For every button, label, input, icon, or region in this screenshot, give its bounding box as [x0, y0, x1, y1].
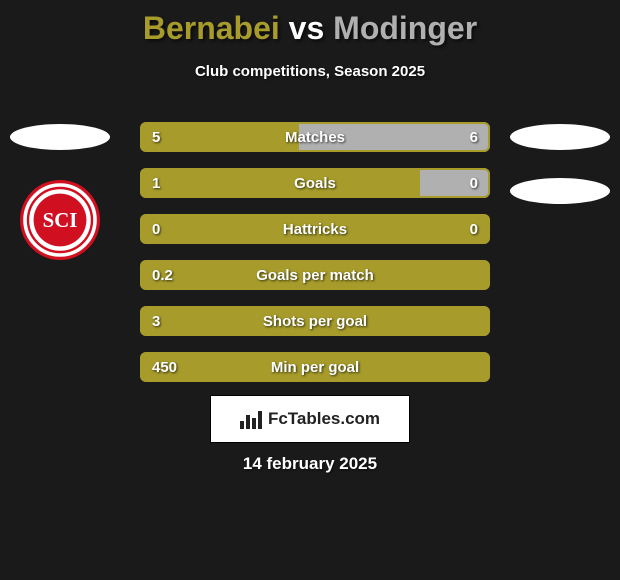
date-text: 14 february 2025	[0, 454, 620, 474]
stat-row-value-right: 6	[470, 122, 478, 152]
vs-text: vs	[289, 10, 325, 46]
stat-row-label: Goals per match	[140, 260, 490, 290]
stat-row-label: Hattricks	[140, 214, 490, 244]
stat-rows: 5Matches61Goals00Hattricks00.2Goals per …	[140, 122, 490, 398]
branding-text: FcTables.com	[268, 409, 380, 429]
stat-row: 3Shots per goal	[140, 306, 490, 336]
player1-name: Bernabei	[143, 10, 280, 46]
player2-name: Modinger	[333, 10, 477, 46]
stat-row-label: Min per goal	[140, 352, 490, 382]
branding-box: FcTables.com	[210, 395, 410, 443]
stat-row: 0Hattricks0	[140, 214, 490, 244]
stat-row-label: Goals	[140, 168, 490, 198]
player1-flag-placeholder	[10, 124, 110, 150]
branding-chart-icon	[240, 409, 262, 429]
stat-row-label: Matches	[140, 122, 490, 152]
svg-text:SCI: SCI	[43, 209, 78, 232]
player2-club-placeholder	[510, 178, 610, 204]
stat-row: 1Goals0	[140, 168, 490, 198]
stat-row-value-right: 0	[470, 214, 478, 244]
player1-club-badge: SCI	[20, 180, 100, 260]
stat-row-value-right: 0	[470, 168, 478, 198]
comparison-title: Bernabei vs Modinger	[0, 0, 620, 47]
player2-flag-placeholder	[510, 124, 610, 150]
stat-row: 5Matches6	[140, 122, 490, 152]
subtitle: Club competitions, Season 2025	[0, 63, 620, 80]
stat-row: 0.2Goals per match	[140, 260, 490, 290]
stat-row: 450Min per goal	[140, 352, 490, 382]
stat-row-label: Shots per goal	[140, 306, 490, 336]
